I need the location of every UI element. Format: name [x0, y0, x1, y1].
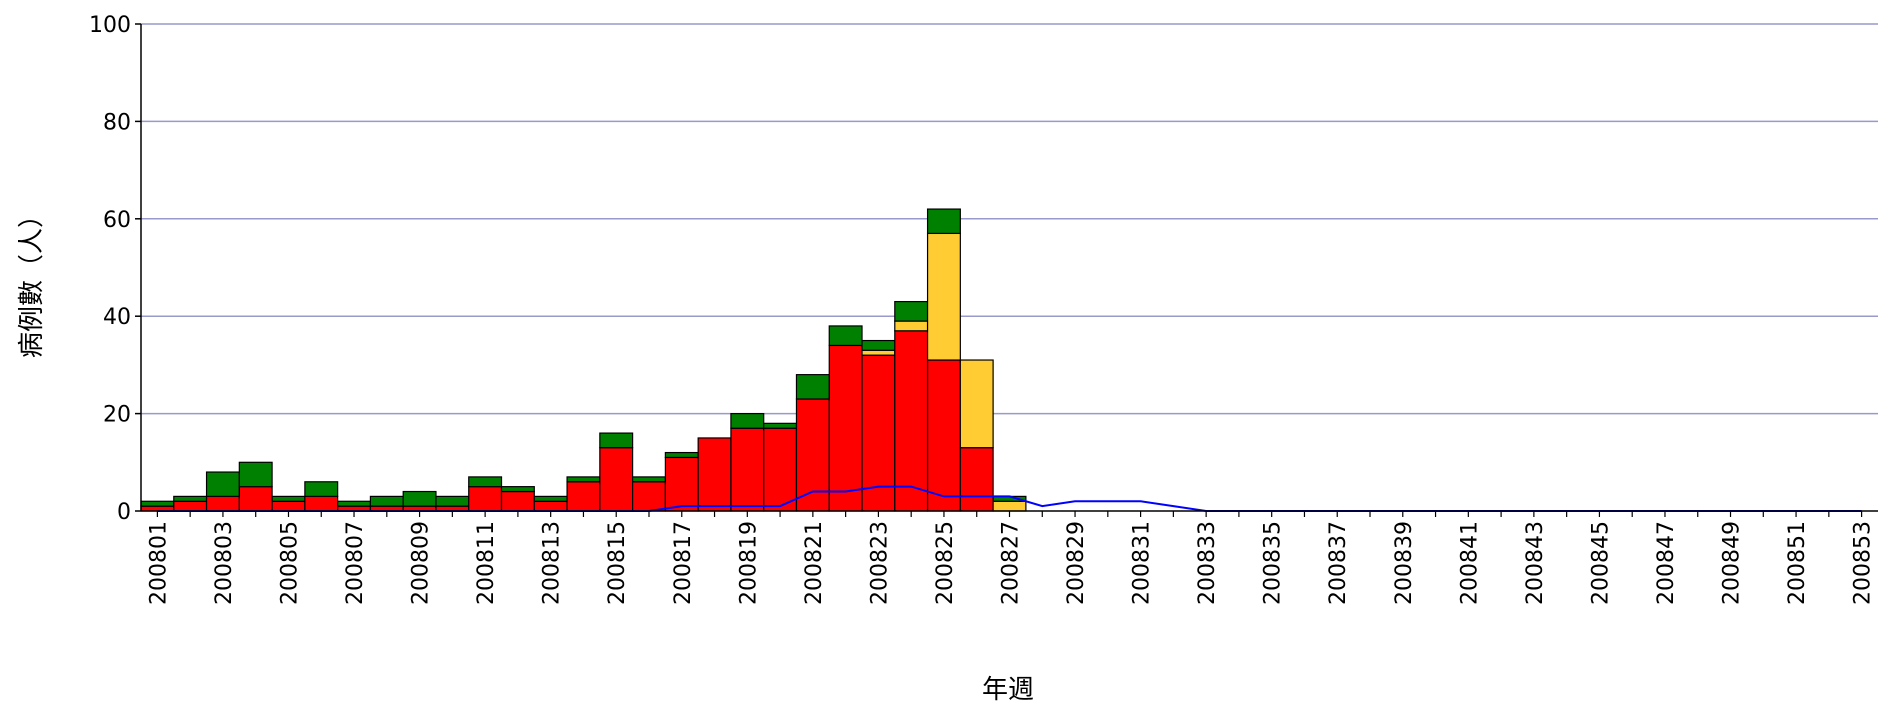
y-axis-title: 病例數（人） [17, 202, 47, 358]
x-tick-label-200829: 200829 [1064, 521, 1089, 605]
bar-200824-s2 [894, 300, 929, 322]
bar-200822-s0 [828, 344, 863, 512]
x-tick-label-200853: 200853 [1851, 521, 1876, 605]
y-tick-label-0: 0 [117, 500, 131, 525]
bar-200816-s0 [632, 481, 666, 512]
bar-200808-s2 [369, 495, 404, 507]
bar-200812-s2 [500, 486, 535, 493]
bar-200802-s0 [173, 500, 208, 512]
bar-200807-s2 [337, 500, 372, 507]
x-tick-label-200811: 200811 [474, 521, 499, 605]
bar-200814-s0 [566, 481, 601, 512]
bar-200811-s0 [468, 486, 503, 512]
bar-200819-s2 [730, 413, 765, 429]
bar-200820-s2 [763, 422, 798, 429]
bar-200818-s0 [697, 437, 732, 512]
x-tick-label-200803: 200803 [212, 521, 237, 605]
x-axis-title: 年週 [982, 675, 1034, 705]
bar-200816-s2 [632, 476, 666, 483]
bar-200806-s2 [304, 481, 339, 497]
bar-200821-s2 [795, 374, 830, 400]
bar-200813-s2 [533, 495, 568, 502]
bar-200827-s1 [992, 500, 1027, 512]
bars [140, 208, 1027, 512]
bar-200805-s0 [271, 500, 306, 512]
x-tick-label-200831: 200831 [1130, 521, 1155, 605]
bar-200825-s2 [926, 208, 961, 235]
bar-200811-s2 [468, 476, 503, 488]
y-tick-label-20: 20 [103, 403, 131, 428]
bar-200815-s2 [599, 432, 634, 449]
bar-200825-s0 [926, 359, 961, 512]
bar-200814-s2 [566, 476, 601, 483]
x-tick-label-200827: 200827 [999, 521, 1024, 605]
x-axis-ticks: 200801 200803 200805 200807 200809 200811 2008… [146, 511, 1876, 605]
bar-200812-s0 [500, 490, 535, 512]
bar-200825-s1 [926, 232, 961, 361]
x-tick-label-200833: 200833 [1195, 521, 1220, 605]
grid [141, 23, 1878, 415]
y-axis-ticks: 0 20 40 60 80 100 [89, 13, 141, 525]
bar-200826-s0 [959, 447, 994, 512]
bar-200806-s0 [304, 495, 339, 512]
x-tick-label-200825: 200825 [933, 521, 958, 605]
x-tick-label-200847: 200847 [1654, 521, 1679, 605]
x-tick-label-200801: 200801 [146, 521, 171, 605]
y-tick-label-40: 40 [103, 305, 131, 330]
bar-200809-s2 [402, 490, 437, 507]
x-tick-label-200823: 200823 [867, 521, 892, 605]
x-tick-label-200843: 200843 [1523, 521, 1548, 605]
bar-200826-s1 [959, 359, 994, 449]
x-tick-label-200813: 200813 [540, 521, 565, 605]
bar-200824-s0 [894, 330, 929, 512]
bar-200824-s1 [894, 320, 929, 332]
bar-200801-s2 [140, 500, 175, 507]
bar-200804-s2 [238, 461, 273, 488]
x-tick-label-200807: 200807 [343, 521, 368, 605]
x-tick-label-200837: 200837 [1326, 521, 1351, 605]
x-tick-label-200839: 200839 [1392, 521, 1417, 605]
bar-200805-s2 [271, 495, 306, 502]
y-tick-label-80: 80 [103, 110, 131, 135]
bar-200804-s0 [238, 486, 273, 512]
bar-200817-s0 [664, 456, 699, 512]
bar-200802-s2 [173, 495, 208, 502]
y-tick-label-60: 60 [103, 208, 131, 233]
bar-200823-s1 [861, 349, 896, 356]
x-tick-label-200845: 200845 [1588, 521, 1613, 605]
x-tick-label-200817: 200817 [671, 521, 696, 605]
axes [140, 24, 1878, 512]
x-tick-label-200805: 200805 [278, 521, 303, 605]
x-tick-label-200849: 200849 [1720, 521, 1745, 605]
x-tick-label-200819: 200819 [736, 521, 761, 605]
bar-200815-s0 [599, 447, 634, 512]
bar-200820-s0 [763, 427, 798, 512]
y-tick-label-100: 100 [89, 13, 131, 38]
bar-200823-s2 [861, 339, 896, 351]
x-tick-label-200841: 200841 [1457, 521, 1482, 605]
x-tick-label-200851: 200851 [1785, 521, 1810, 605]
bar-200819-s0 [730, 427, 765, 512]
x-tick-label-200821: 200821 [802, 521, 827, 605]
bar-200803-s2 [205, 471, 240, 497]
bar-200821-s0 [795, 398, 830, 512]
x-tick-label-200815: 200815 [605, 521, 630, 605]
bar-200810-s2 [435, 495, 470, 507]
x-tick-label-200835: 200835 [1261, 521, 1286, 605]
bar-200813-s0 [533, 500, 568, 512]
bar-200817-s2 [664, 451, 699, 459]
x-tick-label-200809: 200809 [409, 521, 434, 605]
bar-200803-s0 [205, 495, 240, 512]
bar-200822-s2 [828, 325, 863, 347]
